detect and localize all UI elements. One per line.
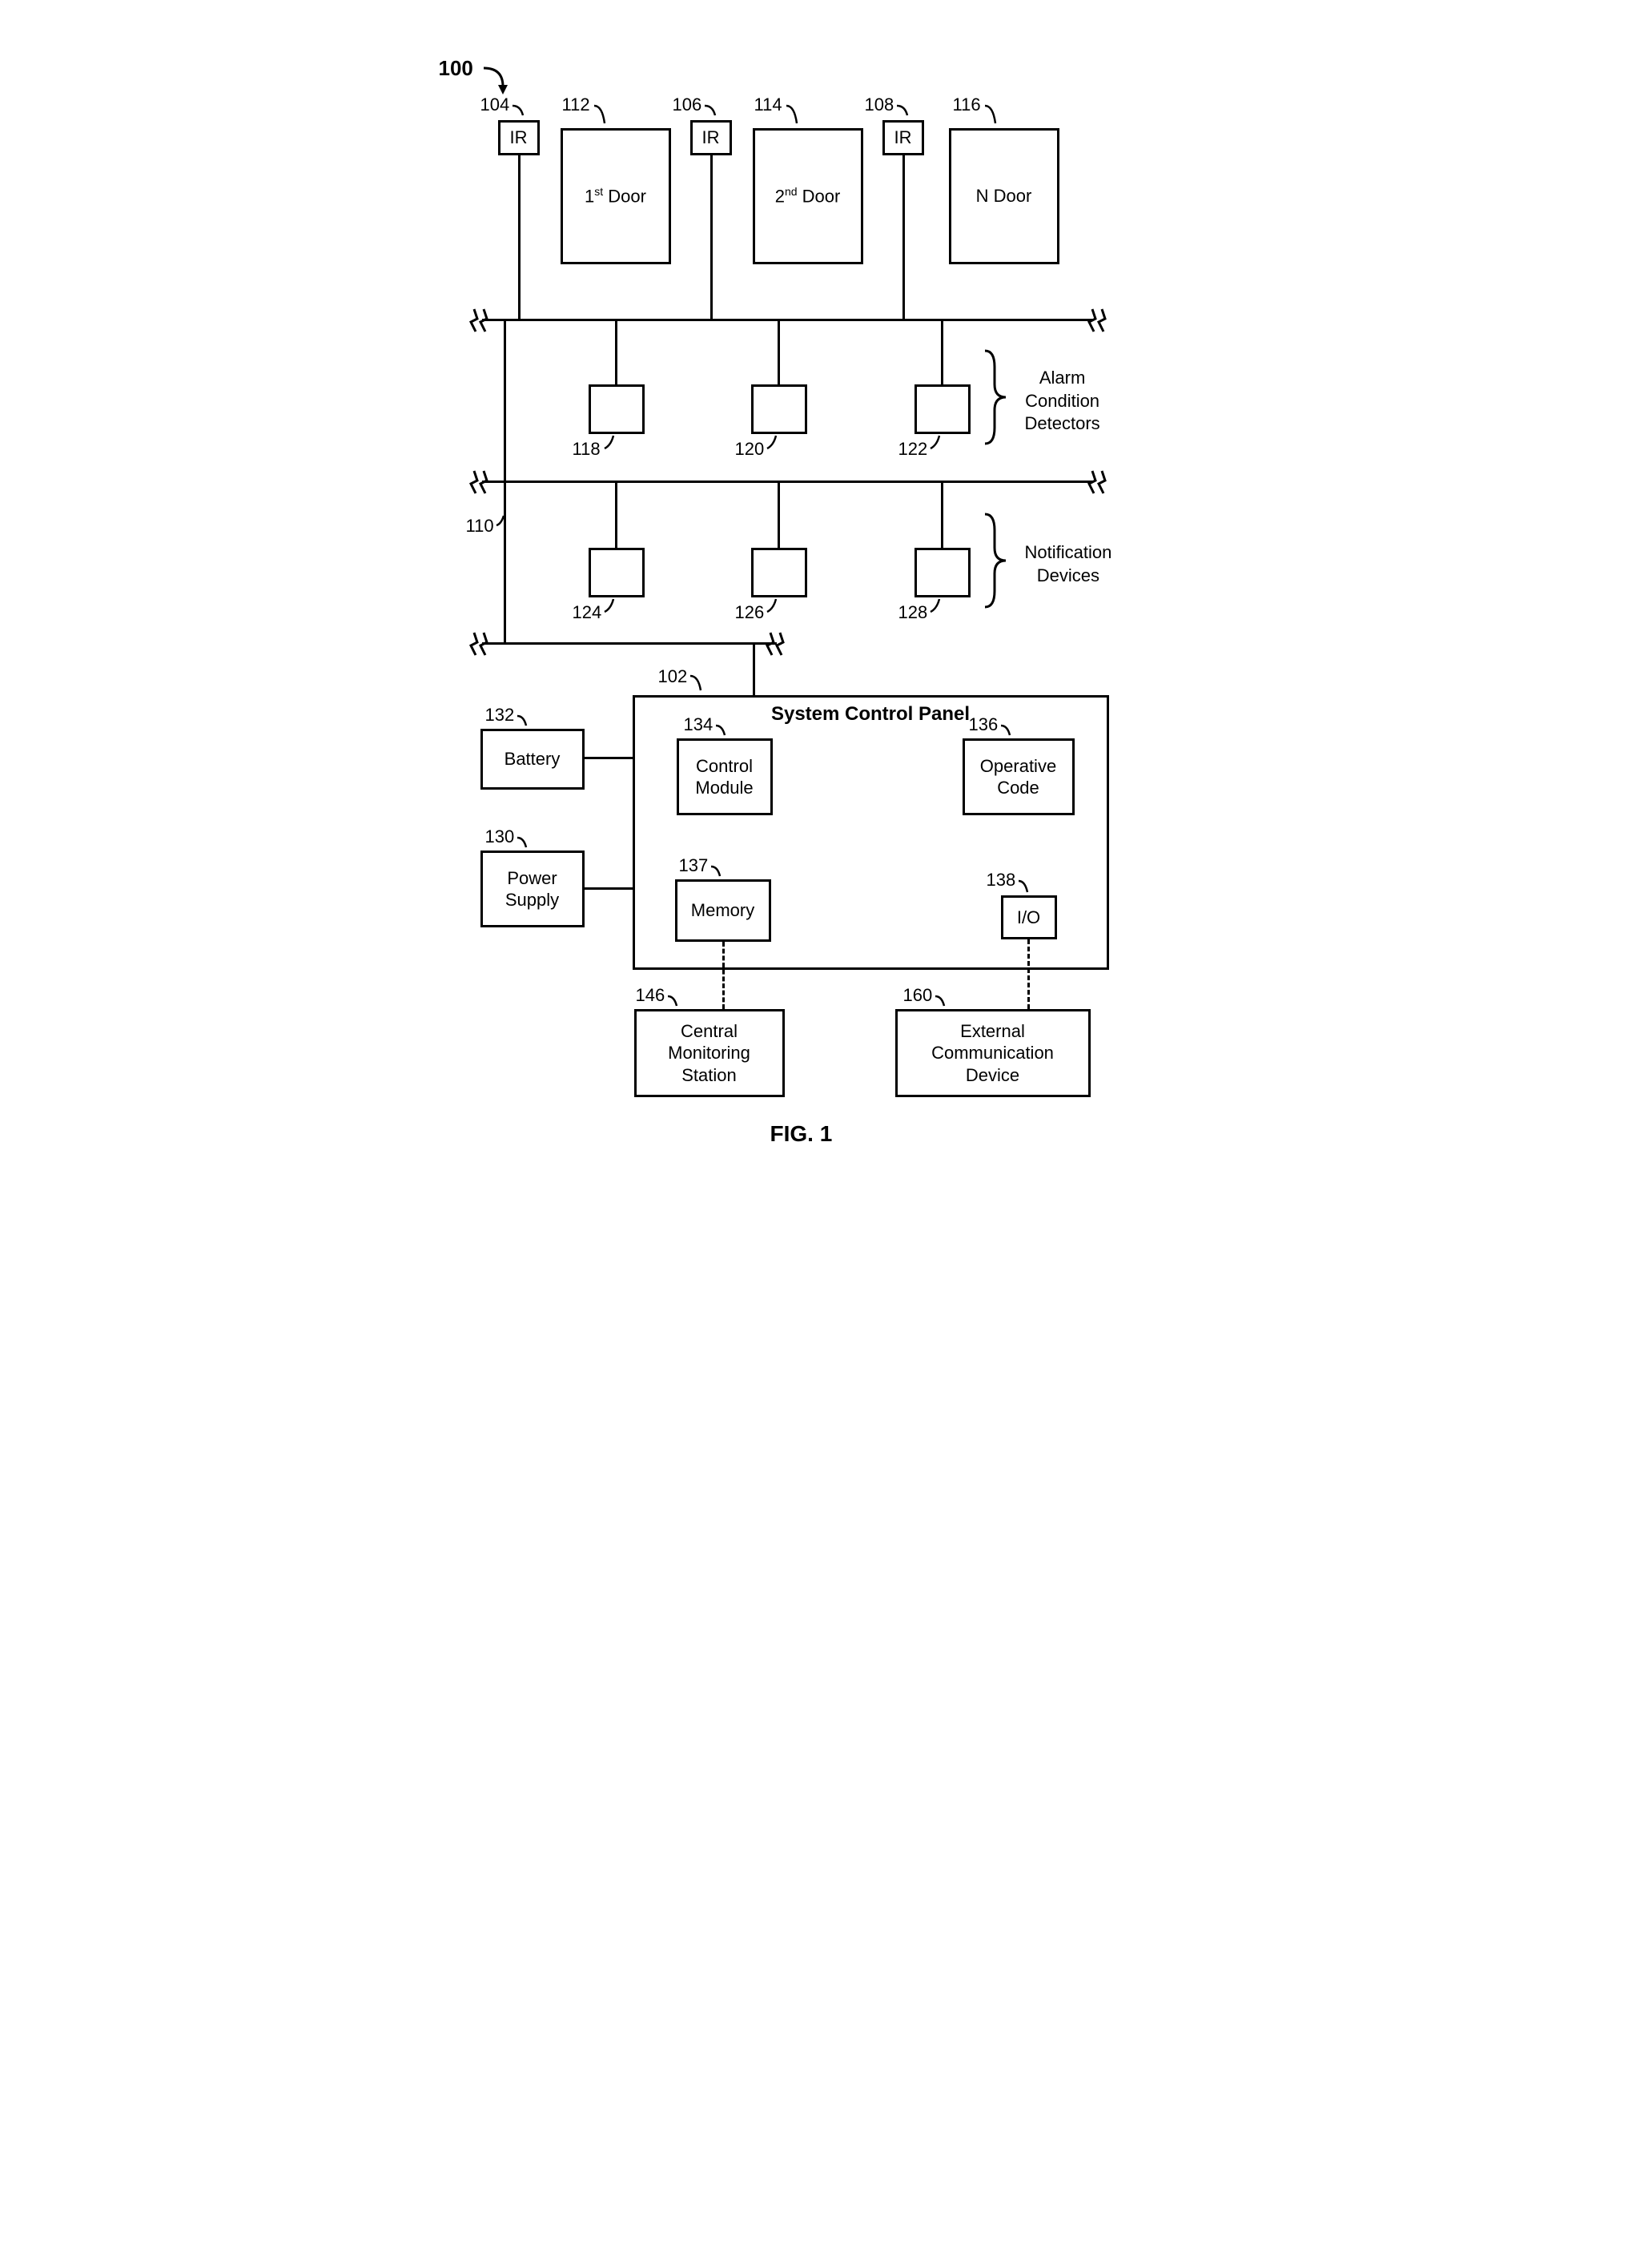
not1-drop [615, 481, 617, 548]
power-to-scp [585, 887, 633, 890]
ir-sensor-3-label: IR [894, 127, 912, 149]
security-system-diagram: 100 IR 104 1st Door 112 IR 106 2nd Door … [408, 32, 1224, 1166]
detector-2 [751, 384, 807, 434]
ref-120: 120 [735, 439, 765, 460]
io-label: I/O [1017, 907, 1040, 929]
bus-left-join-23 [504, 481, 506, 642]
ref-116: 116 [953, 94, 981, 115]
door-n: N Door [949, 128, 1059, 264]
ir-sensor-2: IR [690, 120, 732, 155]
ref-160: 160 [903, 985, 933, 1006]
not2-drop [778, 481, 780, 548]
door-1-label: 1st Door [585, 185, 646, 207]
cms-label: Central Monitoring Station [668, 1020, 750, 1087]
bus-2 [482, 481, 1093, 483]
power-supply-label: Power Supply [505, 867, 559, 911]
ecd-label: External Communication Device [931, 1020, 1054, 1087]
ref-130: 130 [485, 826, 515, 847]
ref-106: 106 [673, 94, 702, 115]
notification-1 [589, 548, 645, 597]
battery: Battery [480, 729, 585, 790]
power-supply: Power Supply [480, 850, 585, 927]
ref-108: 108 [865, 94, 894, 115]
ref-104: 104 [480, 94, 510, 115]
memory: Memory [675, 879, 771, 942]
ref-138: 138 [987, 870, 1016, 891]
ir-sensor-3: IR [882, 120, 924, 155]
ref-114: 114 [754, 94, 782, 115]
ref-110: 110 [466, 516, 494, 537]
notification-group-label: Notification Devices [1025, 541, 1112, 587]
ref-146: 146 [636, 985, 665, 1006]
ir-sensor-2-label: IR [702, 127, 720, 149]
ref-102: 102 [658, 666, 688, 687]
operative-code: Operative Code [963, 738, 1075, 815]
det2-drop [778, 319, 780, 384]
ir2-drop [710, 155, 713, 319]
ir3-drop [902, 155, 905, 319]
bus3-to-scp [753, 642, 755, 695]
control-module: Control Module [677, 738, 773, 815]
detectors-group-label: Alarm Condition Detectors [1025, 367, 1100, 436]
memory-to-cms [722, 942, 725, 1009]
detector-1 [589, 384, 645, 434]
bus-left-join-12 [504, 319, 506, 481]
notification-3 [914, 548, 971, 597]
ref-132: 132 [485, 705, 515, 726]
ref-124: 124 [573, 602, 602, 623]
ref-112: 112 [562, 94, 590, 115]
det3-drop [941, 319, 943, 384]
ir-sensor-1-label: IR [510, 127, 528, 149]
door-n-label: N Door [976, 185, 1032, 207]
ref-126: 126 [735, 602, 765, 623]
control-module-label: Control Module [695, 755, 753, 799]
operative-code-label: Operative Code [980, 755, 1056, 799]
ref-100: 100 [439, 56, 473, 81]
ref-122: 122 [898, 439, 928, 460]
not3-drop [941, 481, 943, 548]
door-1: 1st Door [561, 128, 671, 264]
ref-136: 136 [969, 714, 999, 735]
battery-label: Battery [504, 748, 561, 770]
central-monitoring-station: Central Monitoring Station [634, 1009, 785, 1097]
ref-137: 137 [679, 855, 709, 876]
door-2: 2nd Door [753, 128, 863, 264]
external-communication-device: External Communication Device [895, 1009, 1091, 1097]
ref-128: 128 [898, 602, 928, 623]
battery-to-scp [585, 757, 633, 759]
door-2-label: 2nd Door [775, 185, 841, 207]
det1-drop [615, 319, 617, 384]
ir-sensor-1: IR [498, 120, 540, 155]
ref-134: 134 [684, 714, 713, 735]
figure-caption: FIG. 1 [770, 1121, 833, 1147]
bus-1 [482, 319, 1093, 321]
io-to-ecd [1027, 939, 1030, 1009]
memory-label: Memory [691, 899, 754, 922]
detector-3 [914, 384, 971, 434]
ref-118: 118 [573, 439, 601, 460]
io: I/O [1001, 895, 1057, 939]
ir1-drop [518, 155, 521, 319]
bus-3 [482, 642, 777, 645]
notification-2 [751, 548, 807, 597]
